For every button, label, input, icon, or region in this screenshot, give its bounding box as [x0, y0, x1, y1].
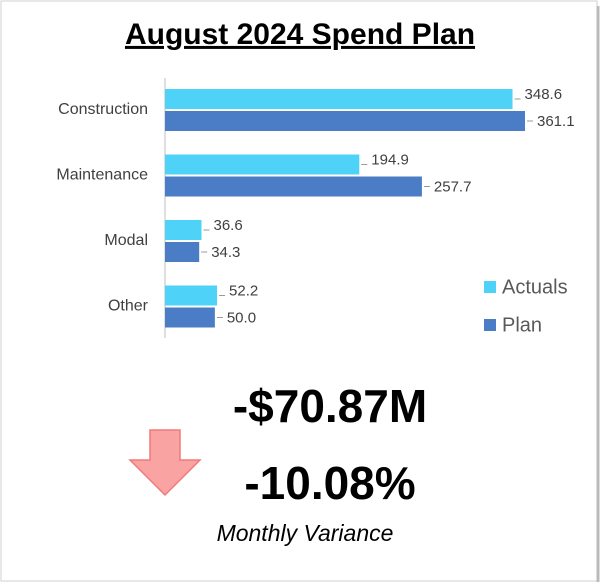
category-label: Construction [58, 101, 148, 118]
chart-title: August 2024 Spend Plan [125, 18, 475, 51]
bar [165, 242, 200, 262]
variance-label: Monthly Variance [217, 520, 394, 546]
legend-swatch [484, 319, 496, 331]
value-label: 194.9 [371, 151, 409, 168]
value-label: 36.6 [213, 217, 242, 234]
legend-swatch [484, 281, 496, 293]
variance-amount: -$70.87M [233, 380, 427, 432]
category-label: Modal [104, 232, 148, 249]
value-label: 361.1 [537, 113, 575, 130]
value-label: 348.6 [525, 86, 563, 103]
category-label: Maintenance [56, 167, 148, 184]
bar [165, 220, 202, 240]
value-label: 34.3 [211, 244, 240, 261]
category-label: Other [108, 298, 149, 315]
bar [165, 111, 525, 131]
variance-percent: -10.08% [244, 457, 415, 509]
bar [165, 89, 513, 109]
value-label: 257.7 [434, 178, 472, 195]
bar [165, 154, 360, 175]
legend-label: Plan [502, 314, 542, 336]
value-label: 52.2 [229, 282, 258, 299]
value-label: 50.0 [227, 309, 256, 326]
bar [165, 176, 422, 197]
down-arrow [128, 429, 202, 497]
legend-label: Actuals [502, 276, 568, 298]
bar [165, 307, 215, 328]
bar [165, 285, 218, 306]
